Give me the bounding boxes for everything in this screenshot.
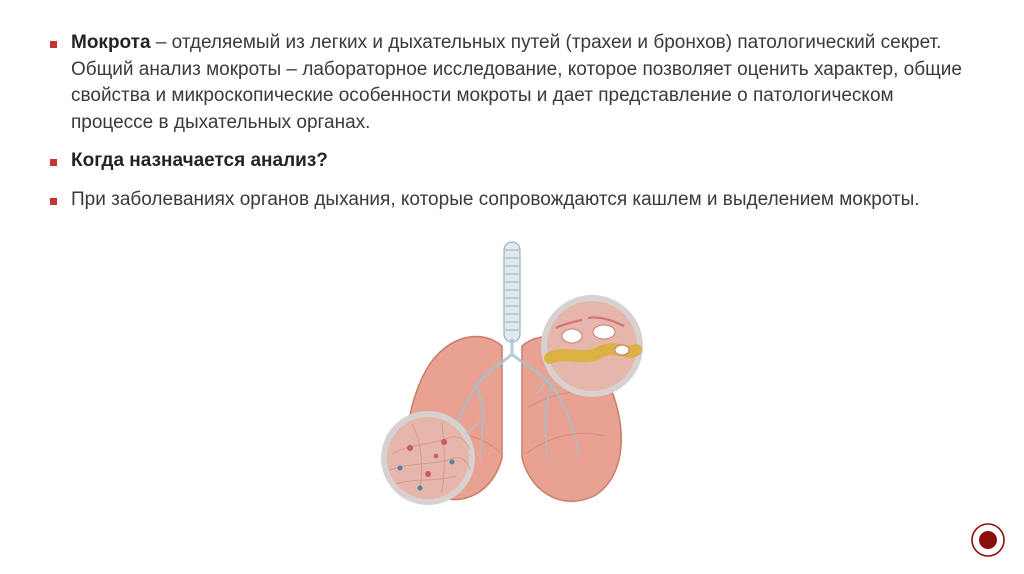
bullet-text: Мокрота – отделяемый из легких и дыхател… xyxy=(71,30,974,136)
bullet-text: При заболеваниях органов дыхания, которы… xyxy=(71,187,974,214)
bullet-item-1: Мокрота – отделяемый из легких и дыхател… xyxy=(50,30,974,136)
figure-container xyxy=(50,238,974,508)
body-text: – отделяемый из легких и дыхательных пут… xyxy=(71,32,962,133)
heading-text: Когда назначается анализ? xyxy=(71,150,328,171)
bullet-text: Когда назначается анализ? xyxy=(71,148,974,175)
bullet-item-2: Когда назначается анализ? xyxy=(50,148,974,175)
bullet-marker-icon xyxy=(50,159,57,166)
lungs-illustration-icon xyxy=(332,238,692,508)
trachea-icon xyxy=(504,242,520,342)
bullet-marker-icon xyxy=(50,41,57,48)
page-indicator-icon xyxy=(970,522,1006,558)
slide-content: Мокрота – отделяемый из легких и дыхател… xyxy=(0,0,1024,508)
bullet-marker-icon xyxy=(50,198,57,205)
body-text: При заболеваниях органов дыхания, которы… xyxy=(71,189,920,210)
bullet-item-3: При заболеваниях органов дыхания, которы… xyxy=(50,187,974,214)
term-label: Мокрота xyxy=(71,32,151,53)
